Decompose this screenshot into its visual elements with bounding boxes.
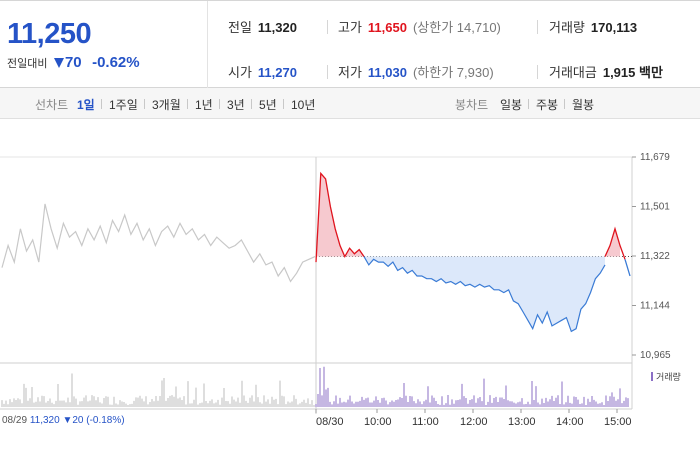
period-3m[interactable]: 3개월: [152, 98, 181, 112]
divider: [187, 99, 188, 109]
period-1d[interactable]: 1일: [77, 98, 95, 112]
down-arrow-icon: [53, 58, 64, 68]
stat-value: 1,915 백만: [602, 65, 663, 80]
prev-day-change-pct: (-0.18%): [86, 415, 125, 426]
x-axis-label: 13:00: [508, 416, 536, 428]
today-above-fill: [316, 173, 364, 263]
price-chart: 11,679 11,501 11,322 11,144 10,965 08/30 10:0…: [0, 119, 700, 450]
divider: [537, 65, 538, 79]
divider: [144, 99, 145, 109]
stat-label: 거래대금: [549, 65, 597, 80]
candle-weekly[interactable]: 주봉: [536, 98, 559, 112]
period-3y[interactable]: 3년: [227, 98, 245, 112]
y-tick-label: 10,965: [640, 350, 671, 361]
today-tail-line-down: [624, 259, 631, 277]
stat-value: 11,270: [257, 65, 297, 80]
stat-label: 전일: [228, 20, 252, 35]
period-selector-bar: 선차트 1일 1주일 3개월 1년 3년 5년 10년 봉차트 일봉 주봉 월봉: [0, 88, 700, 119]
stat-value: 170,113: [590, 20, 638, 35]
volume-legend: 거래량: [651, 370, 681, 383]
today-tail-line-up: [604, 226, 626, 260]
stat-sub: (하한가 7,930): [412, 65, 494, 80]
stat-label: 저가: [338, 65, 362, 80]
x-axis-label: 12:00: [460, 416, 488, 428]
stat-label: 고가: [338, 20, 362, 35]
divider: [564, 99, 565, 109]
price-summary: 11,250 전일대비 70 -0.62%: [0, 1, 208, 88]
change-value: 70: [64, 54, 82, 71]
prev-day-close: 11,320: [29, 415, 60, 426]
x-axis-label: 15:00: [604, 416, 632, 428]
today-above-line: [315, 171, 365, 263]
stat-value: 11,650: [367, 20, 407, 35]
candle-monthly[interactable]: 월봉: [572, 98, 595, 112]
stat-value: 11,030: [367, 65, 407, 80]
divider: [327, 65, 328, 79]
y-tick-label: 11,144: [640, 301, 670, 312]
change-label: 전일대비: [7, 58, 48, 70]
change-percent: -0.62%: [92, 54, 140, 71]
period-1y[interactable]: 1년: [195, 98, 213, 112]
down-arrow-icon: ▼: [62, 415, 73, 426]
divider: [101, 99, 102, 109]
divider: [528, 99, 529, 109]
x-axis-label: 10:00: [364, 416, 392, 428]
candle-chart-label: 봉차트: [455, 98, 489, 112]
stat-trade-amount: 거래대금 1,915 백만: [549, 62, 663, 81]
stat-value: 11,320: [257, 20, 297, 35]
x-axis-label: 11:00: [412, 416, 439, 428]
period-1w[interactable]: 1주일: [109, 98, 138, 112]
stat-volume: 거래량 170,113: [549, 17, 637, 36]
x-axis-label: 08/30: [316, 416, 344, 428]
price-chart-svg: 11,679 11,501 11,322 11,144 10,965 08/30 10:0…: [0, 152, 671, 428]
divider: [537, 20, 538, 34]
stat-sub: (상한가 14,710): [412, 20, 501, 35]
stat-label: 시가: [228, 65, 252, 80]
divider: [251, 99, 252, 109]
divider: [327, 20, 328, 34]
prev-day-date: 08/29: [2, 415, 28, 426]
y-tick-label: 11,322: [640, 251, 670, 262]
period-5y[interactable]: 5년: [259, 98, 277, 112]
divider: [219, 99, 220, 109]
stat-low: 저가 11,030 (하한가 7,930): [338, 62, 494, 81]
prev-day-change: 20: [72, 415, 84, 426]
volume-legend-label: 거래량: [656, 372, 681, 382]
x-axis-label: 14:00: [556, 416, 584, 428]
quote-header: 11,250 전일대비 70 -0.62% 전일 11,320 고가 11,650 (…: [0, 0, 700, 88]
change-row: 전일대비 70 -0.62%: [7, 54, 140, 72]
prev-day-info: 08/29 11,320 ▼20 (-0.18%): [2, 415, 125, 426]
y-tick-label: 11,501: [640, 202, 670, 213]
period-10y[interactable]: 10년: [291, 98, 316, 112]
line-chart-label: 선차트: [35, 98, 69, 112]
divider: [283, 99, 284, 109]
volume-legend-swatch: [651, 372, 653, 381]
candle-daily[interactable]: 일봉: [500, 98, 523, 112]
stat-high: 고가 11,650 (상한가 14,710): [338, 17, 501, 36]
y-tick-label: 11,679: [640, 152, 670, 163]
stat-prev-close: 전일 11,320: [228, 17, 297, 36]
current-price: 11,250: [7, 18, 92, 50]
stat-label: 거래량: [549, 20, 585, 35]
stat-open: 시가 11,270: [228, 62, 297, 81]
today-below-line: [363, 256, 606, 333]
today-below-fill: [364, 256, 605, 332]
prev-day-line: [1, 203, 316, 283]
